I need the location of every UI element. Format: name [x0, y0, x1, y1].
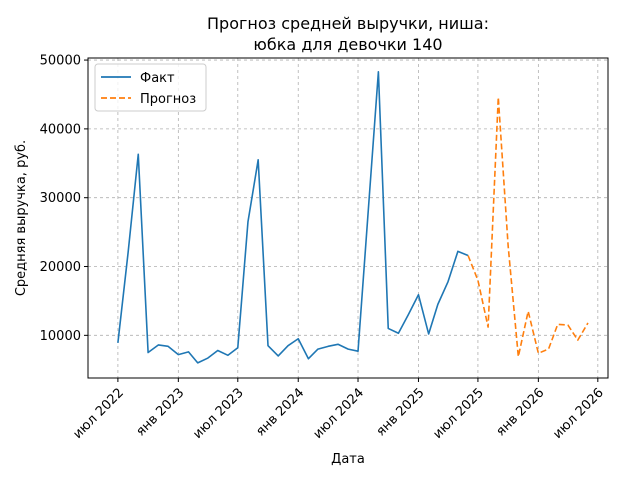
- x-tick-label: июл 2023: [190, 385, 247, 442]
- y-tick-label: 30000: [40, 191, 81, 206]
- legend-label-fact: Факт: [140, 71, 175, 86]
- y-axis-label: Средняя выручка, руб.: [14, 140, 29, 296]
- ticks-layer: июл 2022 янв 2023 июл 2023 янв 2024 июл 2024…: [40, 54, 607, 442]
- legend: Факт Прогноз: [94, 63, 207, 112]
- y-tick-label: 50000: [40, 54, 81, 69]
- x-axis-label: Дата: [331, 452, 365, 467]
- legend-label-forecast: Прогноз: [140, 92, 196, 107]
- grid-layer: [88, 58, 608, 378]
- x-tick-label: июл 2025: [430, 385, 487, 442]
- y-tick-label: 40000: [40, 122, 81, 137]
- plot-frame: [87, 57, 609, 379]
- x-tick-label: июл 2022: [70, 385, 127, 442]
- y-tick-label: 20000: [40, 260, 81, 275]
- chart-title-line-1: Прогноз средней выручки, ниша:: [207, 14, 489, 33]
- x-tick-label: янв 2026: [494, 385, 548, 439]
- series-line-forecast: [467, 96, 589, 358]
- x-tick-label: янв 2023: [133, 385, 187, 439]
- y-tick-label: 10000: [40, 329, 81, 344]
- chart-title-line-2: юбка для девочки 140: [253, 35, 442, 54]
- series-layer: [117, 70, 589, 364]
- legend-box: [94, 63, 207, 112]
- x-tick-label: янв 2025: [374, 385, 428, 439]
- series-line-fact: [117, 70, 469, 364]
- x-tick-label: июл 2024: [311, 385, 368, 442]
- x-tick-label: янв 2024: [253, 385, 307, 439]
- x-tick-label: июл 2026: [550, 385, 607, 442]
